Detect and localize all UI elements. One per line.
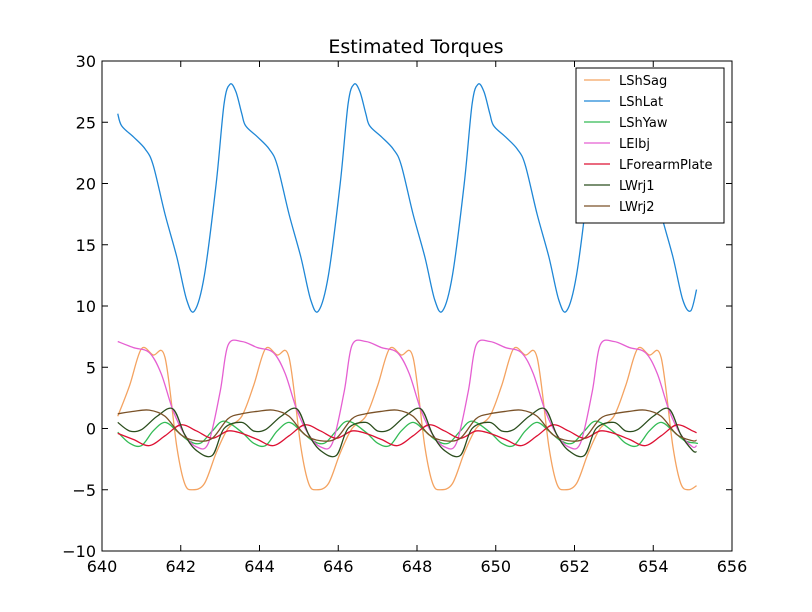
y-tick-label: 10: [76, 297, 96, 316]
y-tick-label: 15: [76, 236, 96, 255]
legend: LShSag LShLat LShYaw LElbj LForearmPlate LWrj…: [575, 67, 725, 224]
x-tick-label: 650: [480, 557, 511, 576]
x-tick-label: 642: [165, 557, 196, 576]
x-tick-label: 644: [244, 557, 275, 576]
legend-label-lelbj: LElbj: [619, 137, 650, 152]
x-tick-label: 646: [323, 557, 354, 576]
x-tick-label: 640: [87, 557, 118, 576]
x-tick-label: 652: [559, 557, 590, 576]
series-line-lshsag: [117, 346, 697, 491]
series-layer: [117, 83, 699, 491]
legend-frame: [575, 67, 725, 224]
legend-label-lwrj2: LWrj2: [619, 200, 655, 215]
series-line-lforearmplate: [117, 424, 697, 447]
series-line-lwrj1: [117, 407, 697, 458]
y-tick-label: 30: [76, 52, 96, 71]
y-tick-label: 25: [76, 113, 96, 132]
x-tick-label: 654: [638, 557, 669, 576]
x-tick-label: 648: [402, 557, 433, 576]
y-tick-label: −5: [72, 481, 96, 500]
legend-label-lshlat: LShLat: [619, 95, 663, 110]
y-tick-label: 5: [86, 358, 96, 377]
chart-title: Estimated Torques: [328, 36, 503, 58]
series-line-lelbj: [117, 339, 697, 450]
legend-label-lwrj1: LWrj1: [619, 179, 655, 194]
legend-label-lshyaw: LShYaw: [619, 116, 668, 131]
legend-label-lshsag: LShSag: [619, 74, 667, 89]
legend-label-lforearmplate: LForearmPlate: [619, 158, 713, 173]
y-tick-label: −10: [62, 542, 96, 561]
x-tick-label: 656: [717, 557, 748, 576]
series-line-lwrj2: [117, 409, 697, 442]
y-tick-label: 20: [76, 175, 96, 194]
y-tick-label: 0: [86, 420, 96, 439]
axes-layer: 640 642 644 646 648 650 652 654 656 −10 −5 0 5 10 15 20…: [62, 52, 747, 576]
